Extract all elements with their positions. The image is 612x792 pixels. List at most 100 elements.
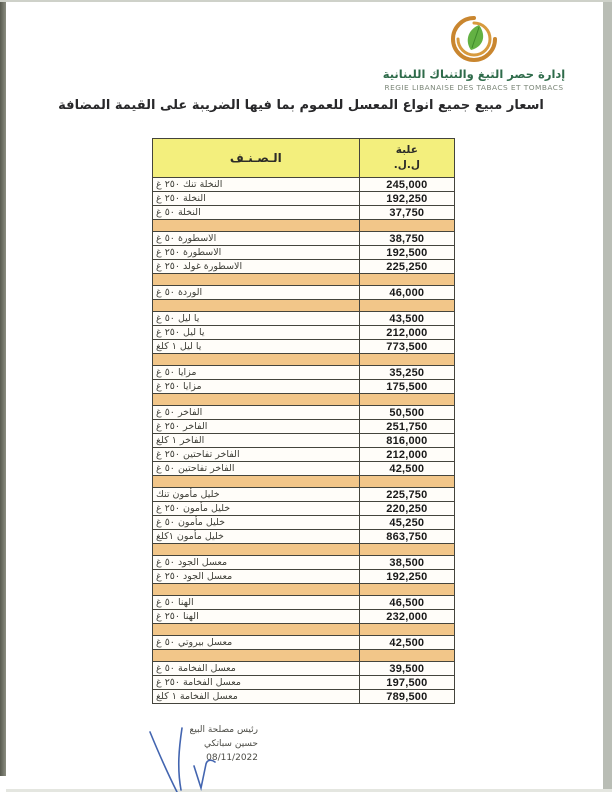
- item-name-cell: الاسطورة غولد ٢٥٠ غ: [152, 259, 360, 274]
- separator-row: [152, 273, 456, 286]
- separator-row: [152, 543, 456, 556]
- separator-cell: [152, 475, 360, 488]
- table-row: الاسطورة غولد ٢٥٠ غ 225,250: [152, 259, 456, 274]
- separator-cell: [152, 623, 360, 636]
- price-cell: 245,000: [358, 177, 456, 192]
- price-header-currency: ل.ل.: [393, 159, 420, 171]
- separator-cell: [152, 353, 360, 366]
- item-name-cell: يا ليل ١ كلغ: [152, 339, 360, 354]
- table-row: الهنا ٥٠ غ 46,500: [152, 595, 456, 610]
- price-cell: 225,250: [358, 259, 456, 274]
- table-row: مزايا ٢٥٠ غ 175,500: [152, 379, 456, 394]
- price-cell: 43,500: [358, 311, 456, 326]
- item-name-cell: مزايا ٥٠ غ: [152, 365, 360, 380]
- table-row: معسل الفخامة ٥٠ غ 39,500: [152, 661, 456, 676]
- separator-row: [152, 353, 456, 366]
- table-row: الفاخر تفاحتين ٢٥٠ غ 212,000: [152, 447, 456, 462]
- separator-row: [152, 219, 456, 232]
- item-name-cell: الهنا ٢٥٠ غ: [152, 609, 360, 624]
- item-name-cell: الفاخر ١ كلغ: [152, 433, 360, 448]
- table-row: خليل مأمون ٢٥٠ غ 220,250: [152, 501, 456, 516]
- table-row: الاسطورة ٢٥٠ غ 192,500: [152, 245, 456, 260]
- price-cell: 175,500: [358, 379, 456, 394]
- item-name-cell: الاسطورة ٥٠ غ: [152, 231, 360, 246]
- item-name-cell: الفاخر تفاحتين ٥٠ غ: [152, 461, 360, 476]
- scan-edge-right: [603, 0, 612, 792]
- separator-cell: [358, 219, 456, 232]
- price-cell: 46,000: [358, 285, 456, 300]
- table-row: معسل الفخامة ٢٥٠ غ 197,500: [152, 675, 456, 690]
- scan-edge-top: [0, 0, 612, 2]
- item-name-cell: معسل الجود ٢٥٠ غ: [152, 569, 360, 584]
- separator-row: [152, 623, 456, 636]
- table-row: الفاخر ٥٠ غ 50,500: [152, 405, 456, 420]
- price-cell: 50,500: [358, 405, 456, 420]
- item-name-cell: مزايا ٢٥٠ غ: [152, 379, 360, 394]
- item-name-cell: الفاخر ٢٥٠ غ: [152, 419, 360, 434]
- separator-cell: [358, 649, 456, 662]
- item-name-cell: معسل الفخامة ٢٥٠ غ: [152, 675, 360, 690]
- signature-date: 08/11/2022: [206, 752, 258, 763]
- table-row: الاسطورة ٥٠ غ 38,750: [152, 231, 456, 246]
- table-row: معسل الفخامة ١ كلغ 789,500: [152, 689, 456, 704]
- table-row: النخلة ٥٠ غ 37,750: [152, 205, 456, 220]
- price-column-header: علبة ل.ل.: [358, 138, 456, 178]
- item-name-cell: معسل الفخامة ١ كلغ: [152, 689, 360, 704]
- separator-row: [152, 475, 456, 488]
- table-row: النخلة ٢٥٠ غ 192,250: [152, 191, 456, 206]
- price-cell: 46,500: [358, 595, 456, 610]
- price-cell: 42,500: [358, 635, 456, 650]
- price-cell: 192,250: [358, 569, 456, 584]
- item-name-cell: الوردة ٥٠ غ: [152, 285, 360, 300]
- separator-cell: [152, 393, 360, 406]
- item-name-cell: خليل مأمون ٥٠ غ: [152, 515, 360, 530]
- separator-cell: [358, 623, 456, 636]
- price-cell: 45,250: [358, 515, 456, 530]
- price-cell: 251,750: [358, 419, 456, 434]
- item-name-cell: معسل الجود ٥٠ غ: [152, 555, 360, 570]
- item-name-cell: النخلة ٥٠ غ: [152, 205, 360, 220]
- org-header: إدارة حصر التبغ والتنباك اللبنانية REGIE…: [376, 12, 572, 92]
- org-name-arabic: إدارة حصر التبغ والتنباك اللبنانية: [382, 67, 566, 81]
- price-cell: 773,500: [358, 339, 456, 354]
- price-cell: 220,250: [358, 501, 456, 516]
- price-header-unit: علبة: [395, 143, 418, 156]
- table-row: الفاخر تفاحتين ٥٠ غ 42,500: [152, 461, 456, 476]
- item-name-cell: معسل الفخامة ٥٠ غ: [152, 661, 360, 676]
- org-name-french: REGIE LIBANAISE DES TABACS ET TOMBACS: [384, 82, 564, 92]
- item-name-cell: النخلة تنك ٢٥٠ غ: [152, 177, 360, 192]
- table-row: خليل مأمون تنك 225,750: [152, 487, 456, 502]
- price-cell: 212,000: [358, 447, 456, 462]
- separator-cell: [358, 273, 456, 286]
- signature-block: رئيس مصلحة البيع حسين سباتكي 08/11/2022: [118, 724, 258, 766]
- item-name-cell: يا ليل ٥٠ غ: [152, 311, 360, 326]
- price-cell: 38,500: [358, 555, 456, 570]
- separator-cell: [152, 649, 360, 662]
- price-cell: 192,250: [358, 191, 456, 206]
- separator-row: [152, 393, 456, 406]
- separator-cell: [152, 583, 360, 596]
- separator-cell: [152, 273, 360, 286]
- price-cell: 225,750: [358, 487, 456, 502]
- table-row: الفاخر ٢٥٠ غ 251,750: [152, 419, 456, 434]
- table-row: مزايا ٥٠ غ 35,250: [152, 365, 456, 380]
- price-cell: 192,500: [358, 245, 456, 260]
- document-title: اسعار مبيع جميع انواع المعسل للعموم بما …: [58, 98, 544, 113]
- separator-cell: [358, 393, 456, 406]
- table-row: يا ليل ٢٥٠ غ 212,000: [152, 325, 456, 340]
- scan-edge-left: [0, 0, 6, 776]
- item-name-cell: خليل مأمون تنك: [152, 487, 360, 502]
- separator-row: [152, 583, 456, 596]
- item-name-cell: يا ليل ٢٥٠ غ: [152, 325, 360, 340]
- price-cell: 863,750: [358, 529, 456, 544]
- separator-row: [152, 649, 456, 662]
- table-header-row: الـصـنـف علبة ل.ل.: [152, 138, 456, 178]
- separator-row: [152, 299, 456, 312]
- separator-cell: [152, 219, 360, 232]
- separator-cell: [358, 475, 456, 488]
- item-name-cell: الهنا ٥٠ غ: [152, 595, 360, 610]
- price-table-body: النخلة تنك ٢٥٠ غ 245,000 النخلة ٢٥٠ غ 192,2…: [152, 177, 456, 704]
- price-cell: 35,250: [358, 365, 456, 380]
- price-cell: 816,000: [358, 433, 456, 448]
